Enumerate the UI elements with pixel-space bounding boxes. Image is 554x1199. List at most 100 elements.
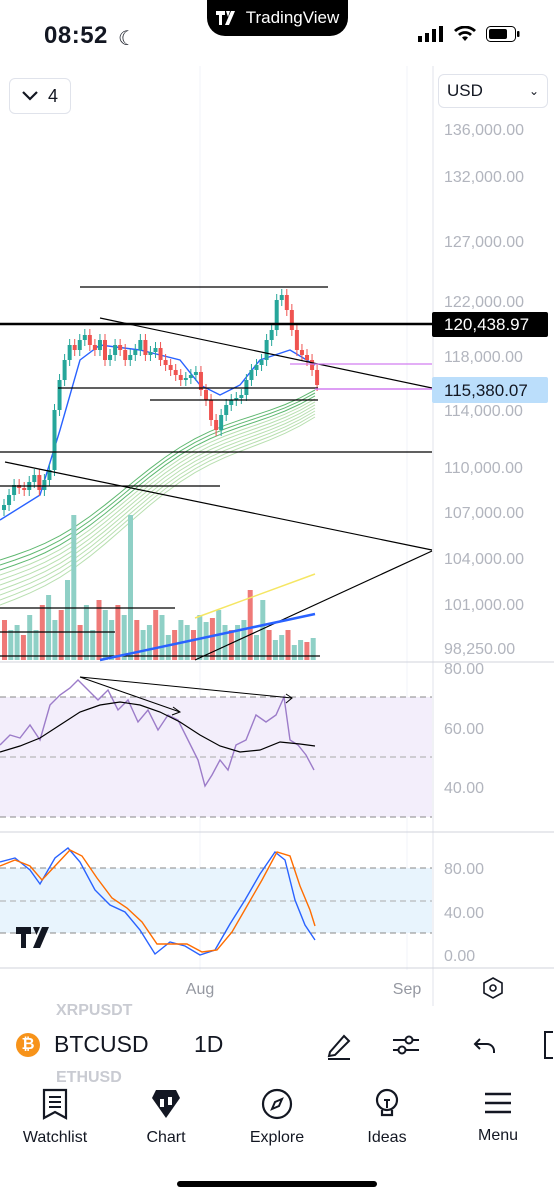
volume-bar — [58, 610, 64, 660]
volume-bar — [140, 630, 146, 660]
volume-bars — [2, 515, 316, 660]
candle-body — [42, 480, 47, 490]
volume-bar — [134, 620, 140, 660]
volume-bar — [2, 620, 7, 660]
candle-body — [32, 475, 37, 482]
ribbon-line — [0, 410, 316, 596]
volume-bar — [254, 635, 259, 660]
volume-bar — [8, 630, 14, 660]
candle-body — [118, 345, 123, 350]
ghost-symbol-above: XRPUSDT — [56, 1002, 133, 1019]
tab-ideas[interactable]: Ideas — [337, 1088, 437, 1147]
candle-body — [153, 348, 158, 352]
signal-icon — [418, 26, 443, 42]
candle-body — [143, 340, 148, 355]
watchlist-icon — [42, 1088, 68, 1120]
collapse-indicators-button[interactable]: 4 — [9, 78, 71, 114]
candle-body — [62, 360, 67, 380]
volume-bar — [191, 630, 196, 660]
undo-icon[interactable] — [468, 1028, 502, 1062]
compass-icon — [261, 1088, 293, 1120]
ghost-symbol-below: ETHUSD — [56, 1069, 122, 1086]
candle-body — [305, 355, 309, 360]
interval-button[interactable]: 1D — [194, 1031, 224, 1057]
candle-body — [108, 355, 113, 360]
candle-body — [158, 348, 163, 360]
moon-icon: ☾ — [118, 28, 136, 50]
volume-bar — [121, 615, 127, 660]
drawing-tool-icon[interactable] — [322, 1028, 356, 1062]
candle-body — [279, 295, 284, 300]
fullscreen-icon[interactable] — [530, 1028, 554, 1062]
candle-body — [178, 375, 183, 380]
volume-bar — [46, 595, 52, 660]
time-scale[interactable]: Aug Sep — [186, 981, 422, 998]
volume-bar — [27, 615, 33, 660]
candlesticks — [2, 289, 320, 516]
candle-body — [269, 330, 274, 340]
candle-body — [259, 360, 264, 365]
volume-bar — [279, 635, 285, 660]
volume-bar — [52, 620, 58, 660]
candle-body — [87, 335, 92, 345]
candle-body — [2, 505, 6, 510]
ribbon-line — [0, 404, 316, 586]
candle-body — [37, 475, 42, 490]
candle-body — [57, 380, 62, 410]
candle-body — [274, 300, 279, 330]
price-scale[interactable]: 136,000.00 132,000.00 127,000.00 122,000.00… — [444, 122, 524, 658]
symbol-button[interactable]: BTCUSD — [54, 1031, 149, 1057]
candle-body — [123, 350, 128, 360]
price-chart[interactable]: 136,000.00 132,000.00 127,000.00 122,000.00… — [0, 66, 554, 1006]
volume-bar — [33, 630, 39, 660]
tab-watchlist[interactable]: Watchlist — [5, 1088, 105, 1147]
volume-bar — [146, 625, 152, 660]
tab-menu[interactable]: Menu — [448, 1088, 548, 1145]
price-tick-label: 122,000.00 — [444, 294, 524, 311]
candle-body — [77, 340, 82, 350]
price-tick-label: 107,000.00 — [444, 505, 524, 522]
ribbon-line — [0, 389, 316, 561]
tab-label: Watchlist — [22, 1129, 88, 1146]
price-tick-label: 136,000.00 — [444, 122, 524, 139]
candle-body — [82, 335, 87, 340]
trendlines — [0, 286, 433, 661]
volume-bar — [153, 610, 159, 660]
ribbon-line — [0, 392, 316, 566]
indicators-icon[interactable] — [389, 1028, 423, 1062]
candle-body — [310, 360, 315, 370]
volume-bar — [209, 618, 215, 660]
candle-body — [52, 410, 57, 470]
volume-bar — [272, 640, 278, 660]
candle-body — [168, 365, 173, 370]
price-tick-label: 118,000.00 — [444, 349, 523, 366]
candle-body — [198, 372, 203, 390]
app-pill-label: TradingView — [245, 8, 340, 27]
volume-bar — [203, 622, 209, 660]
volume-bar — [65, 580, 70, 660]
volume-bar — [178, 620, 184, 660]
ribbon-line — [0, 398, 316, 576]
tab-chart[interactable]: Chart — [116, 1088, 216, 1147]
price-tick-label: 110,000.00 — [444, 460, 523, 477]
last-price-tag-bg — [432, 312, 548, 337]
candle-body — [219, 415, 224, 430]
currency-select[interactable]: USD ⌄ — [438, 74, 548, 108]
battery-icon — [486, 26, 520, 42]
wifi-icon — [454, 26, 476, 41]
volume-bar — [304, 642, 310, 660]
tab-explore[interactable]: Explore — [227, 1088, 327, 1147]
candle-body — [209, 400, 214, 420]
candle-body — [97, 340, 102, 350]
candle-body — [183, 378, 188, 380]
candle-body — [204, 390, 208, 400]
last-price-tag: 120,438.97 — [444, 315, 529, 334]
chart-settings-icon[interactable] — [483, 977, 503, 999]
candle-body — [294, 330, 299, 350]
stoch-tick-label: 80.00 — [444, 861, 484, 878]
candle-body — [148, 352, 153, 355]
rsi-tick-label: 60.00 — [444, 721, 484, 738]
divergence-lines — [79, 676, 293, 716]
volume-bar — [71, 515, 77, 660]
volume-bar — [291, 645, 297, 660]
